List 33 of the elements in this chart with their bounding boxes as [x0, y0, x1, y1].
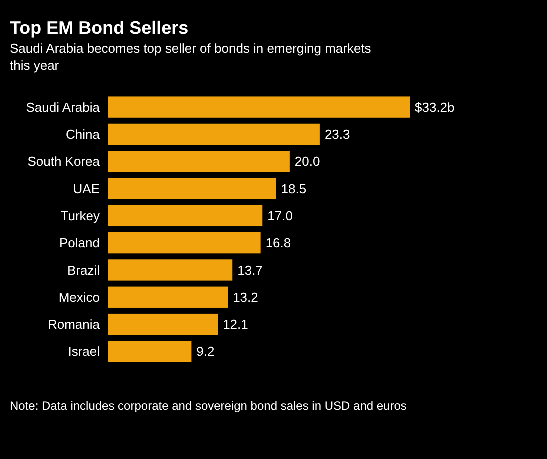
- bar: [108, 205, 263, 227]
- data-label: 13.7: [238, 262, 263, 278]
- y-tick-label: Mexico: [58, 290, 100, 305]
- data-label: 20.0: [294, 154, 320, 170]
- y-tick-label: UAE: [73, 181, 100, 196]
- chart-subtitle: Saudi Arabia becomes top seller of bonds in emerging markets this year: [10, 41, 372, 73]
- data-label: 9.2: [196, 344, 215, 360]
- bar: [108, 314, 218, 336]
- y-tick-label: Romania: [48, 317, 101, 332]
- text: Note: Data includes corporate and sovereign bond sales in USD and euros: [10, 399, 407, 413]
- y-tick-label: Saudi Arabia: [26, 100, 101, 115]
- data-label: 13.2: [233, 290, 258, 305]
- y-tick-label: South Korea: [28, 154, 101, 170]
- bar: [108, 96, 410, 118]
- bar: [108, 178, 276, 200]
- y-tick-label: China: [66, 127, 101, 142]
- data-label: $33.2b: [415, 100, 455, 115]
- chart-title: Top EM Bond Sellers: [10, 18, 189, 38]
- data-label: 16.8: [266, 236, 292, 251]
- bar: [108, 124, 320, 146]
- data-label: 17.0: [268, 208, 293, 224]
- y-tick-label: Turkey: [60, 208, 100, 224]
- bar: [108, 151, 290, 172]
- y-tick-label: Israel: [68, 344, 100, 360]
- bar: [108, 341, 192, 362]
- bar: [108, 232, 261, 254]
- bar: [108, 260, 233, 281]
- bar: [108, 286, 228, 308]
- data-label: 23.3: [324, 127, 350, 142]
- data-label: 12.1: [223, 317, 248, 332]
- y-tick-label: Poland: [60, 236, 100, 251]
- data-label: 18.5: [281, 181, 307, 196]
- y-tick-label: Brazil: [67, 262, 100, 278]
